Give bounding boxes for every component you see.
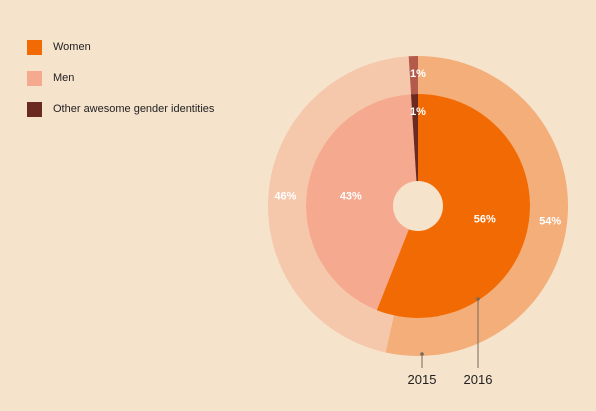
label-2015-women: 54%: [539, 215, 561, 227]
legend-label: Other awesome gender identities: [53, 103, 215, 115]
legend-item-2: Other awesome gender identities: [27, 100, 214, 118]
leader-dot-2016: [476, 297, 480, 301]
year-leaders: 2015 2016: [408, 297, 493, 387]
legend-label: Men: [53, 72, 75, 84]
slice-2016-other: [410, 94, 418, 206]
legend-swatch: [27, 39, 42, 55]
label-2016-men: 43%: [340, 190, 362, 202]
ring-2015: [267, 56, 568, 356]
leader-dot-2015: [420, 352, 424, 356]
legend: Women Men Other awesome gender identities: [27, 38, 214, 131]
slice-2016-women: [376, 94, 530, 318]
slice-2015-men: [267, 56, 412, 353]
label-2016-women: 56%: [474, 214, 496, 226]
slice-2016-men: [305, 94, 418, 311]
legend-label: Women: [53, 41, 91, 53]
label-2015-other: 1%: [410, 68, 426, 80]
slice-2015-women: [385, 56, 568, 356]
label-2016-other: 1%: [410, 106, 426, 118]
legend-item-1: Men: [27, 69, 214, 87]
year-label-2016: 2016: [464, 372, 493, 387]
slice-2015-other: [408, 56, 418, 95]
year-label-2015: 2015: [408, 372, 437, 387]
center-hole: [393, 181, 443, 231]
label-2015-men: 46%: [274, 191, 296, 203]
legend-swatch: [27, 101, 42, 117]
legend-swatch: [27, 70, 42, 86]
ring-2016: [305, 94, 530, 318]
legend-item-0: Women: [27, 38, 214, 56]
slice-labels: 54% 46% 1% 56% 43% 1%: [274, 68, 561, 227]
